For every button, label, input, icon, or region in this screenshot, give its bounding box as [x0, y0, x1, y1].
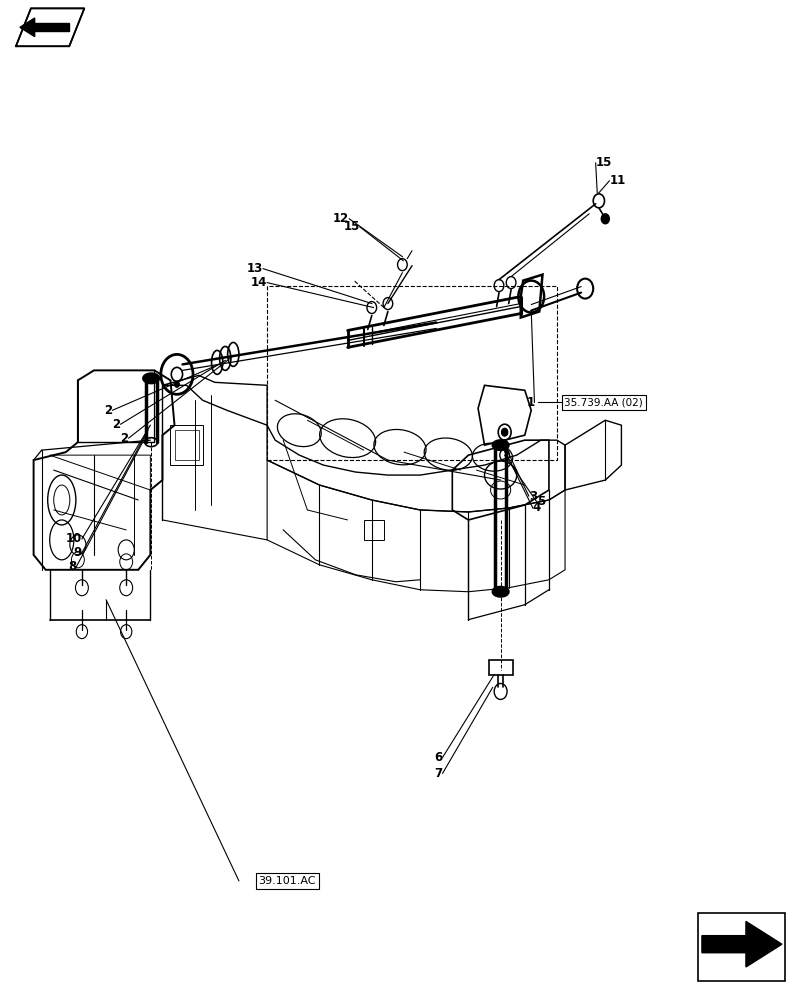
Bar: [364, 520, 384, 540]
Text: 5: 5: [537, 495, 545, 508]
Circle shape: [175, 381, 179, 387]
Text: 7: 7: [435, 767, 443, 780]
Polygon shape: [702, 921, 782, 967]
Text: 2: 2: [112, 418, 120, 431]
Bar: [267, 286, 557, 460]
Text: 11: 11: [609, 174, 625, 187]
Text: 35.739.AA (02): 35.739.AA (02): [564, 397, 643, 407]
Text: 12: 12: [333, 212, 349, 225]
Text: 10: 10: [65, 532, 82, 545]
Ellipse shape: [493, 587, 509, 597]
Polygon shape: [16, 8, 84, 46]
Text: 8: 8: [68, 560, 76, 573]
Ellipse shape: [143, 373, 159, 383]
Text: 15: 15: [595, 156, 612, 169]
Circle shape: [502, 428, 508, 436]
Text: 9: 9: [74, 546, 82, 559]
Polygon shape: [20, 18, 35, 37]
Text: 14: 14: [250, 276, 267, 289]
Text: 13: 13: [246, 262, 263, 275]
Text: 3: 3: [528, 490, 537, 503]
Text: 39.101.AC: 39.101.AC: [259, 876, 316, 886]
Ellipse shape: [493, 440, 509, 450]
Bar: [170, 425, 203, 465]
Polygon shape: [32, 23, 69, 31]
Bar: [175, 430, 199, 460]
Text: 2: 2: [120, 432, 128, 445]
Text: 2: 2: [104, 404, 112, 417]
Circle shape: [601, 214, 609, 224]
Text: 6: 6: [435, 751, 443, 764]
Text: 1: 1: [526, 396, 534, 409]
Bar: [698, 913, 785, 981]
Text: 4: 4: [532, 501, 541, 514]
Text: 15: 15: [343, 220, 360, 233]
